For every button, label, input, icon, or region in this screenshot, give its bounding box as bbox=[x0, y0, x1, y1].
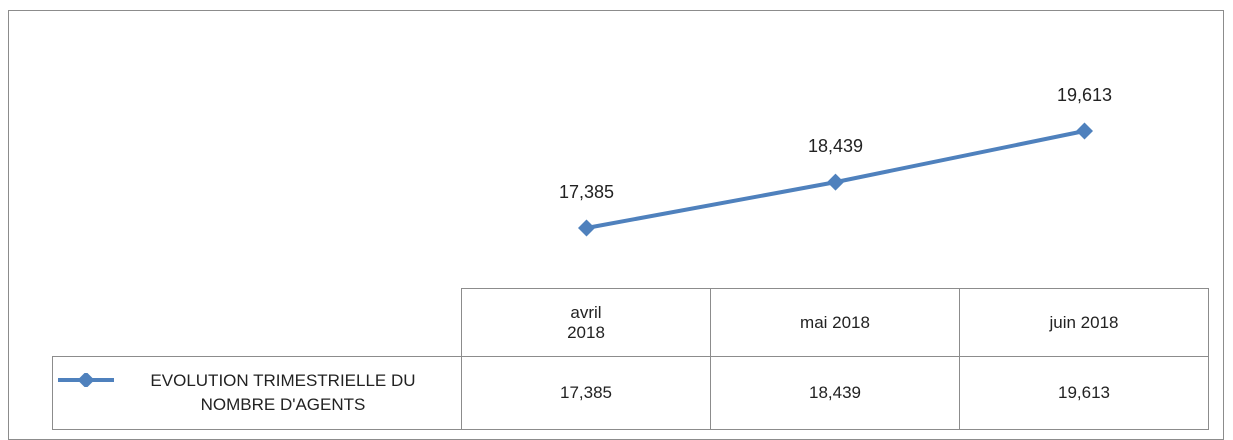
marker bbox=[578, 219, 595, 237]
table-row: EVOLUTION TRIMESTRIELLE DU NOMBRE D'AGEN… bbox=[52, 356, 1209, 430]
data-label: 17,385 bbox=[559, 182, 614, 202]
category-label: avril 2018 bbox=[567, 302, 605, 342]
category-label: mai 2018 bbox=[800, 312, 870, 332]
value-cell: 18,439 bbox=[710, 356, 960, 430]
data-label: 18,439 bbox=[808, 136, 863, 156]
data-table: avril 2018 mai 2018 juin 2018 EVOLUTION TR… bbox=[52, 288, 1209, 430]
category-label: juin 2018 bbox=[1049, 312, 1119, 332]
empty-cell bbox=[52, 288, 462, 357]
data-label: 19,613 bbox=[1057, 85, 1112, 105]
category-cell: avril 2018 bbox=[461, 288, 711, 357]
legend-label: EVOLUTION TRIMESTRIELLE DU NOMBRE D'AGEN… bbox=[150, 371, 416, 414]
category-cell: juin 2018 bbox=[959, 288, 1209, 357]
legend-marker bbox=[77, 373, 95, 387]
value-cell: 19,613 bbox=[959, 356, 1209, 430]
marker bbox=[1076, 122, 1093, 140]
page: 17,385 18,439 19,613 avril 2018 mai 2018 jui… bbox=[8, 10, 1224, 440]
marker bbox=[827, 173, 844, 191]
chart: 17,385 18,439 19,613 bbox=[559, 85, 1112, 237]
legend-key bbox=[58, 373, 114, 387]
legend-cell: EVOLUTION TRIMESTRIELLE DU NOMBRE D'AGEN… bbox=[52, 356, 462, 430]
category-cell: mai 2018 bbox=[710, 288, 960, 357]
table-header: avril 2018 mai 2018 juin 2018 bbox=[52, 288, 1209, 357]
value-cell: 17,385 bbox=[461, 356, 711, 430]
